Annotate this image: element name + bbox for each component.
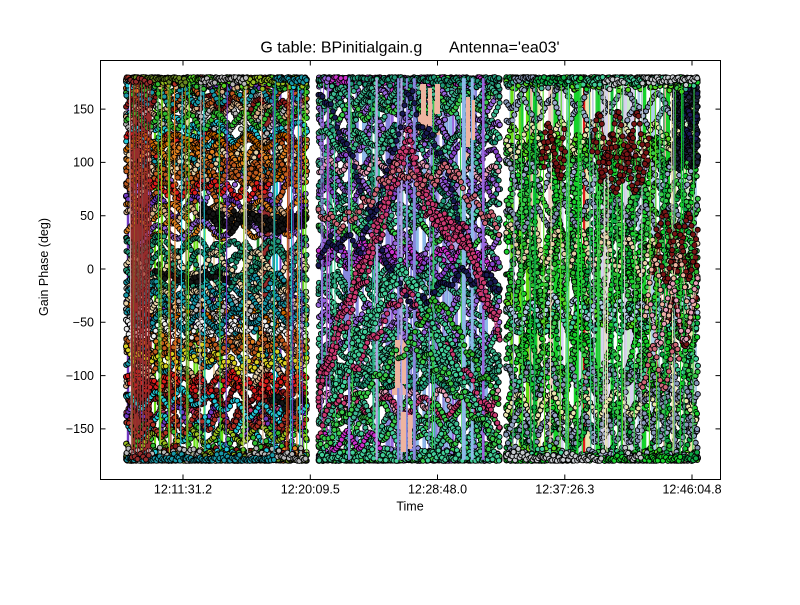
svg-text:12:37:26.3: 12:37:26.3 bbox=[535, 483, 594, 497]
svg-text:−100: −100 bbox=[66, 369, 94, 383]
svg-text:12:28:48.0: 12:28:48.0 bbox=[408, 483, 467, 497]
svg-text:Time: Time bbox=[396, 500, 423, 514]
svg-text:12:11:31.2: 12:11:31.2 bbox=[154, 483, 212, 497]
svg-text:12:20:09.5: 12:20:09.5 bbox=[281, 483, 340, 497]
svg-text:Gain Phase (deg): Gain Phase (deg) bbox=[37, 218, 51, 316]
svg-text:−150: −150 bbox=[66, 422, 94, 436]
svg-text:150: 150 bbox=[73, 102, 94, 116]
svg-text:G table: BPinitialgain.g: G table: BPinitialgain.g Antenna='ea03' bbox=[260, 40, 559, 57]
svg-text:100: 100 bbox=[73, 156, 94, 170]
svg-text:−50: −50 bbox=[73, 316, 94, 330]
svg-text:0: 0 bbox=[87, 262, 94, 276]
svg-text:12:46:04.8: 12:46:04.8 bbox=[662, 483, 721, 497]
svg-text:50: 50 bbox=[80, 209, 94, 223]
